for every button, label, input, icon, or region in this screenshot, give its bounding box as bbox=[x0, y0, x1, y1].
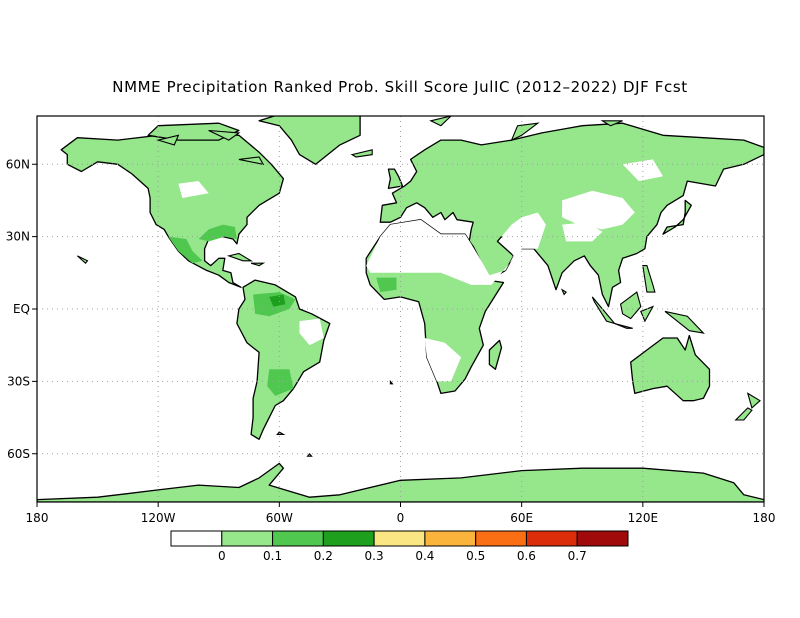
x-tick-label: 120W bbox=[141, 511, 176, 525]
no-skill-sahara-and-arabia bbox=[366, 212, 546, 285]
x-tick-label: 120E bbox=[628, 511, 659, 525]
island-5 bbox=[642, 265, 656, 293]
chart-title: NMME Precipitation Ranked Prob. Skill Sc… bbox=[112, 78, 688, 96]
region-southeast-us bbox=[198, 224, 237, 242]
colorbar-label: 0.3 bbox=[365, 549, 384, 563]
colorbar-label: 0.7 bbox=[568, 549, 587, 563]
region-greenland bbox=[258, 116, 361, 165]
region-britain bbox=[387, 168, 404, 190]
region-australia bbox=[630, 334, 711, 402]
colorbar-label: 0.4 bbox=[415, 549, 434, 563]
x-tick-label: 60W bbox=[266, 511, 293, 525]
island-10 bbox=[350, 149, 373, 158]
region-north-america bbox=[60, 132, 285, 288]
colorbar-bin bbox=[475, 530, 528, 547]
region-guiana-shield bbox=[269, 294, 286, 307]
region-arctic-islands bbox=[147, 122, 240, 141]
island-13 bbox=[238, 156, 265, 166]
island-21 bbox=[389, 379, 394, 385]
skill-regions bbox=[37, 116, 764, 502]
region-la-plata-basin bbox=[267, 369, 294, 396]
colorbar-bin bbox=[170, 530, 223, 547]
axis-ticks: 180 120W 60W 0 60E 120E 180 60N 30N EQ 30S 60S bbox=[6, 157, 776, 525]
region-japan bbox=[662, 199, 692, 235]
island-15 bbox=[600, 120, 623, 127]
colorbar-label: 0.2 bbox=[314, 549, 333, 563]
colorbar-bin bbox=[322, 530, 375, 547]
island-16 bbox=[429, 116, 452, 127]
colorbar-bin bbox=[576, 530, 629, 547]
y-tick-label: 60N bbox=[6, 157, 30, 171]
island-1 bbox=[614, 322, 633, 329]
colorbar-bin bbox=[221, 530, 274, 547]
y-tick-label: 60S bbox=[7, 447, 30, 461]
y-tick-label: 30S bbox=[7, 374, 30, 388]
island-4 bbox=[664, 310, 705, 334]
no-skill-siberia bbox=[622, 159, 663, 182]
colorbar-label: 0.5 bbox=[466, 549, 485, 563]
island-19 bbox=[77, 255, 89, 264]
island-2 bbox=[619, 291, 642, 320]
island-7 bbox=[734, 407, 753, 421]
region-mexico bbox=[168, 236, 203, 264]
colorbar-label: 0 bbox=[218, 549, 226, 563]
no-skill-brazil-east bbox=[299, 318, 324, 346]
x-tick-label: 180 bbox=[26, 511, 49, 525]
y-tick-label: 30N bbox=[6, 230, 30, 244]
colorbar-bin bbox=[373, 530, 426, 547]
island-8 bbox=[226, 252, 254, 262]
x-tick-label: 60E bbox=[510, 511, 533, 525]
y-tick-label: EQ bbox=[13, 302, 30, 316]
colorbar-label: 0.1 bbox=[263, 549, 282, 563]
colorbar: 0 0.1 0.2 0.3 0.4 0.5 0.6 0.7 bbox=[170, 530, 629, 563]
region-west-africa bbox=[376, 277, 397, 293]
no-skill-canada bbox=[178, 181, 209, 198]
island-18 bbox=[306, 452, 313, 457]
island-20 bbox=[560, 288, 567, 296]
island-0 bbox=[591, 296, 617, 325]
island-6 bbox=[746, 392, 761, 409]
no-skill-southern-africa bbox=[424, 338, 462, 382]
region-south-america bbox=[236, 279, 331, 440]
colorbar-label: 0.6 bbox=[517, 549, 536, 563]
colorbar-bin bbox=[525, 530, 578, 547]
no-skill-central-asia bbox=[562, 190, 635, 230]
x-tick-label: 0 bbox=[397, 511, 405, 525]
x-tick-label: 180 bbox=[753, 511, 776, 525]
colorbar-bin bbox=[424, 530, 477, 547]
region-antarctica bbox=[37, 462, 764, 502]
colorbar-bin bbox=[272, 530, 324, 547]
region-madagascar bbox=[488, 339, 503, 370]
island-17 bbox=[276, 431, 286, 435]
island-14 bbox=[510, 122, 540, 142]
lat-lon-grid bbox=[37, 116, 764, 502]
island-9 bbox=[250, 262, 266, 267]
island-11 bbox=[156, 134, 180, 146]
island-12 bbox=[208, 129, 241, 141]
